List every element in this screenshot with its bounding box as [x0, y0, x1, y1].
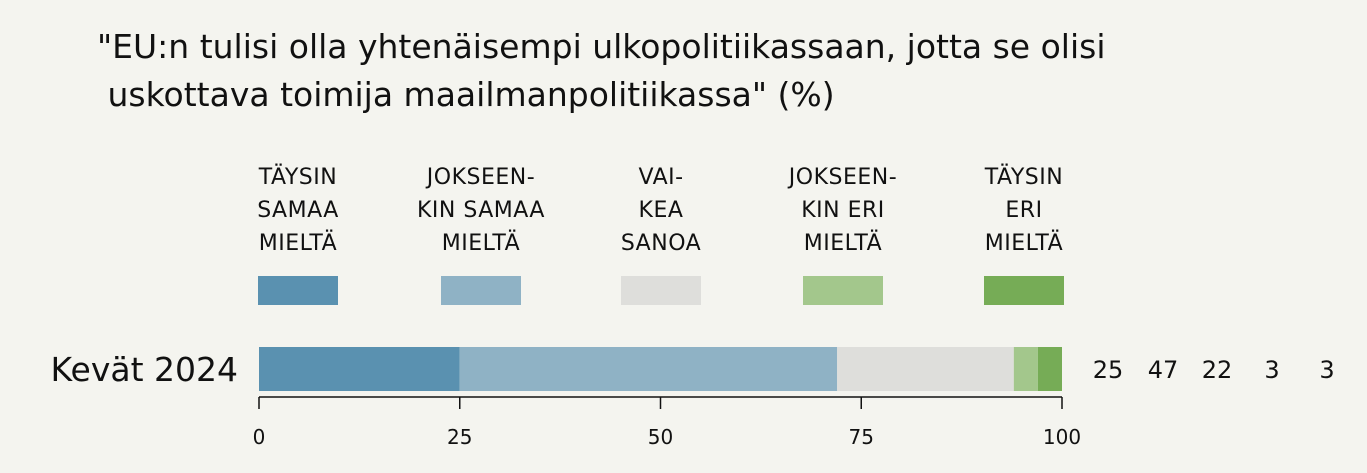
legend-label-line: MIELTÄ: [804, 230, 882, 256]
legend-label-line: SANOA: [621, 231, 701, 256]
legend-label-line: KIN SAMAA: [417, 198, 545, 223]
legend-swatch: [258, 276, 338, 305]
legend-label-line: JOKSEEN-: [425, 165, 535, 190]
legend-label-line: TÄYSIN: [258, 164, 337, 190]
bar-segment: [837, 347, 1014, 391]
bar-segment: [1013, 347, 1038, 391]
bar-area: Kevät 2024: [51, 347, 1062, 391]
data-value-label: 22: [1202, 356, 1233, 384]
legend-label-line: MIELTÄ: [259, 230, 337, 256]
legend: TÄYSIN SAMAA MIELTÄ JOKSEEN- KIN SAMAA MIELTÄ…: [257, 164, 1064, 305]
x-tick-label: 0: [253, 425, 266, 449]
legend-label-line: VAI-: [638, 165, 683, 190]
chart-title: "EU:n tulisi olla yhtenäisempi ulkopolit…: [97, 27, 1105, 114]
chart-title-line-2: uskottava toimija maailmanpolitiikassa" …: [97, 75, 835, 114]
x-axis: 0 25 50 75 100: [253, 396, 1081, 449]
x-tick-label: 75: [849, 425, 874, 449]
data-value-label: 3: [1319, 356, 1334, 384]
legend-item: JOKSEEN- KIN SAMAA MIELTÄ: [417, 165, 545, 305]
legend-label-line: ERI: [1005, 198, 1042, 223]
x-tick-label: 50: [648, 425, 673, 449]
legend-swatch: [984, 276, 1064, 305]
bar-segment: [1037, 347, 1062, 391]
legend-item: TÄYSIN SAMAA MIELTÄ: [257, 164, 339, 305]
value-labels: 25 47 22 3 3: [1093, 356, 1335, 384]
legend-label-line: MIELTÄ: [985, 230, 1063, 256]
legend-label-line: JOKSEEN-: [787, 165, 897, 190]
legend-swatch: [621, 276, 701, 305]
legend-label-line: TÄYSIN: [984, 164, 1063, 190]
data-value-label: 47: [1148, 356, 1179, 384]
category-label: Kevät 2024: [51, 350, 238, 389]
legend-swatch: [803, 276, 883, 305]
bar-segment: [459, 347, 838, 391]
legend-label-line: SAMAA: [257, 198, 339, 223]
legend-label-line: KEA: [639, 198, 684, 223]
bar-segment: [259, 347, 460, 391]
legend-swatch: [441, 276, 521, 305]
legend-item: TÄYSIN ERI MIELTÄ: [984, 164, 1064, 305]
legend-label-line: KIN ERI: [801, 198, 885, 223]
legend-item: JOKSEEN- KIN ERI MIELTÄ: [787, 165, 897, 305]
legend-label-line: MIELTÄ: [442, 230, 520, 256]
data-value-label: 25: [1093, 356, 1124, 384]
x-tick-label: 25: [447, 425, 472, 449]
legend-item: VAI- KEA SANOA: [621, 165, 701, 305]
chart-title-line-1: "EU:n tulisi olla yhtenäisempi ulkopolit…: [97, 27, 1105, 66]
x-tick-label: 100: [1043, 425, 1081, 449]
data-value-label: 3: [1264, 356, 1279, 384]
